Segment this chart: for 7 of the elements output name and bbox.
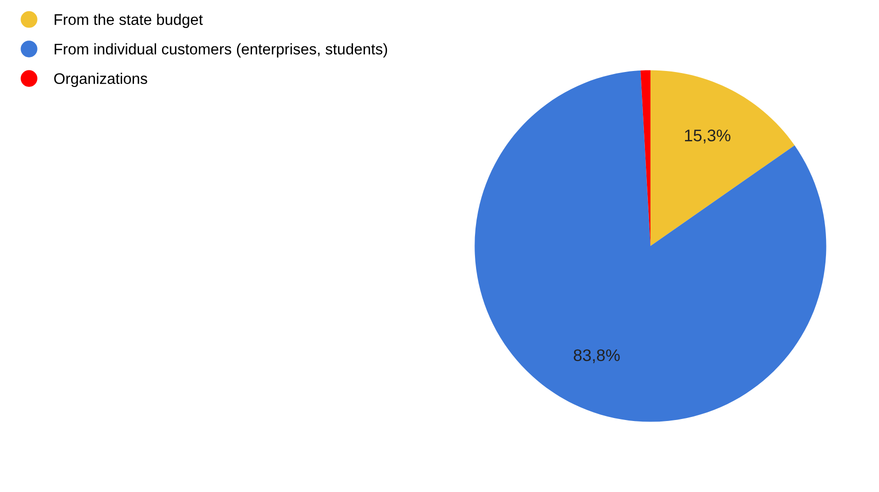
- legend-label: From individual customers (enterprises, students): [54, 43, 388, 58]
- data-label: 15,3%: [685, 130, 730, 144]
- pie-slice: [474, 70, 826, 422]
- legend-label: From the state budget: [54, 14, 203, 28]
- data-label: 83,8%: [574, 349, 620, 364]
- pie-slice: [650, 70, 795, 246]
- legend-label: Organizations: [54, 72, 148, 88]
